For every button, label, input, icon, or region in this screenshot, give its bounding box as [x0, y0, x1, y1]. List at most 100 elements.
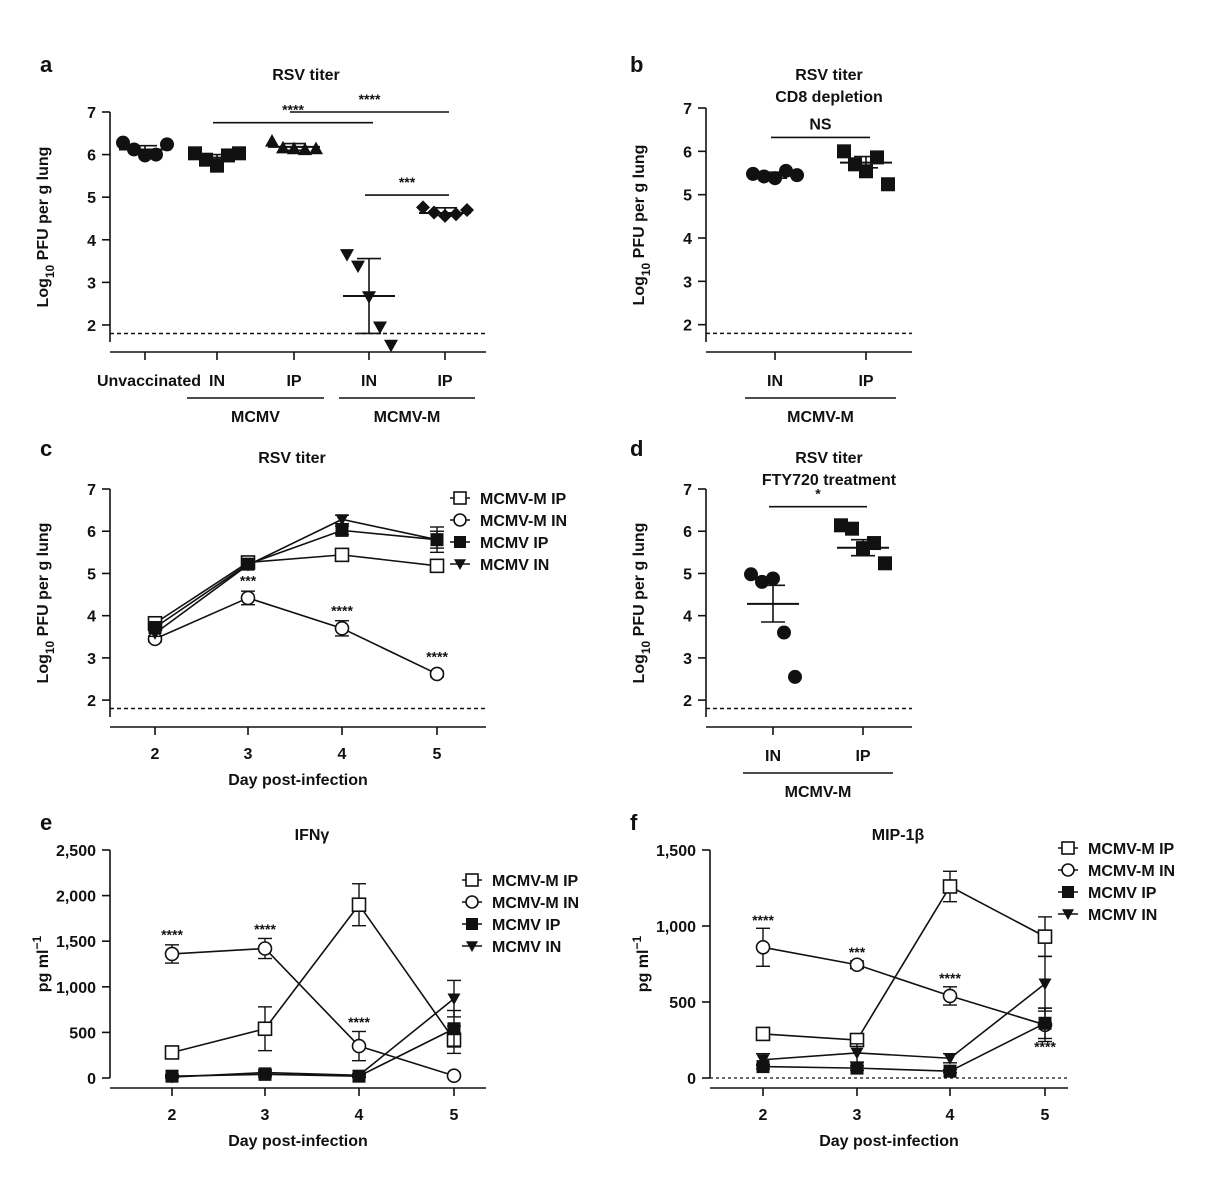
x-category-label: IP — [858, 373, 873, 390]
data-point — [850, 1047, 864, 1060]
x-tick-label: 4 — [355, 1107, 364, 1124]
panel-b: b RSV titer CD8 depletion 2 3 4 5 6 7 Log10 PFU p… — [630, 52, 912, 426]
y-tick-label: 3 — [87, 651, 96, 668]
chart-title: RSV titer — [258, 450, 326, 467]
data-point — [744, 567, 758, 582]
series-line — [171, 998, 455, 1078]
y-tick-label: 2 — [87, 693, 96, 710]
panel-letter: c — [40, 436, 52, 461]
series-line — [762, 1022, 1046, 1072]
x-tick-label: 2 — [151, 746, 160, 763]
panel-letter: f — [630, 810, 638, 835]
legend-marker — [454, 559, 466, 570]
y-label-sup: −1 — [30, 936, 44, 950]
data-point — [1037, 929, 1053, 944]
legend-label: MCMV-M IN — [492, 895, 579, 912]
legend-marker — [465, 895, 479, 909]
data-point — [447, 993, 461, 1006]
series-line — [154, 529, 438, 629]
y-label-main: Log — [631, 276, 648, 305]
significance-label: **** — [426, 648, 448, 664]
data-point — [942, 879, 958, 894]
y-label-sub: 10 — [43, 640, 57, 654]
group-label: MCMV-M — [787, 409, 854, 426]
data-point — [755, 1026, 771, 1042]
y-tick-label: 6 — [87, 524, 96, 541]
legend-marker — [1062, 886, 1074, 898]
panel-f: f MIP-1β 0 500 1,000 1,500 pg ml−1 2 3 4 5 Day post… — [630, 810, 1175, 1150]
data-point — [942, 988, 958, 1004]
data-point — [850, 1061, 864, 1075]
x-category-label: IN — [765, 748, 781, 765]
significance-label: *** — [849, 944, 866, 960]
significance-label: *** — [399, 174, 416, 190]
data-point — [257, 941, 273, 956]
x-category-label: IP — [286, 373, 301, 390]
x-category-label: IN — [209, 373, 225, 390]
data-point — [149, 147, 163, 162]
data-point — [116, 135, 130, 150]
chart-title: MIP-1β — [872, 827, 925, 844]
data-point — [756, 1060, 770, 1074]
x-tick-label: 4 — [338, 746, 347, 763]
legend-marker — [466, 941, 478, 952]
significance-label: **** — [1034, 1038, 1056, 1054]
y-tick-label: 5 — [87, 190, 96, 207]
y-axis-label: pg ml−1 — [30, 936, 52, 993]
x-axis-label: Day post-infection — [819, 1133, 959, 1150]
y-tick-label: 5 — [87, 566, 96, 583]
x-category-label: IP — [437, 373, 452, 390]
group-label: MCMV-M — [374, 409, 441, 426]
y-axis-label: Log10 PFU per g lung — [35, 147, 57, 308]
y-tick-label: 2,000 — [56, 889, 96, 906]
y-tick-label: 7 — [87, 482, 96, 499]
data-point — [384, 339, 398, 353]
data-point — [351, 1038, 367, 1054]
series-line — [154, 554, 438, 624]
x-tick-label: 3 — [853, 1107, 862, 1124]
group-label: MCMV-M — [785, 784, 852, 801]
series-line — [171, 1028, 455, 1077]
x-category-label: Unvaccinated — [97, 373, 201, 390]
panel-letter: d — [630, 436, 643, 461]
y-tick-label: 4 — [87, 609, 96, 626]
y-tick-label: 2,500 — [56, 843, 96, 860]
chart-title: RSV titer — [795, 450, 863, 467]
significance-label: **** — [348, 1014, 370, 1030]
panel-letter: e — [40, 810, 52, 835]
data-point — [352, 1070, 366, 1082]
panel-a: a RSV titer 2 3 4 5 6 7 Log10 PFU per g lung Unva… — [35, 52, 486, 426]
y-label-sub: 10 — [639, 640, 653, 654]
x-axis-label: Day post-infection — [228, 1133, 368, 1150]
data-point — [1038, 1016, 1052, 1030]
y-axis-label: pg ml−1 — [630, 936, 652, 993]
data-point — [779, 163, 793, 178]
data-point — [334, 621, 350, 636]
data-point — [849, 957, 865, 973]
y-axis-label: Log10 PFU per g lung — [631, 523, 653, 684]
y-label-sub: 10 — [639, 262, 653, 276]
data-point — [164, 946, 180, 962]
y-label-rest: PFU per g lung — [35, 147, 52, 265]
x-axis-label: Day post-infection — [228, 772, 368, 789]
data-point — [257, 1021, 273, 1037]
series-line — [171, 903, 455, 1054]
data-point — [429, 558, 445, 574]
data-point — [834, 518, 848, 533]
data-point — [335, 523, 349, 537]
data-point — [837, 144, 851, 159]
y-tick-label: 500 — [69, 1025, 96, 1042]
y-tick-label: 1,000 — [56, 980, 96, 997]
legend-label: MCMV IN — [1088, 907, 1157, 924]
data-point — [878, 556, 892, 571]
x-category-label: IN — [767, 373, 783, 390]
legend-marker — [454, 536, 466, 548]
legend-marker — [453, 513, 467, 527]
data-point — [755, 939, 771, 955]
significance-label: **** — [939, 970, 961, 986]
data-point — [334, 547, 350, 563]
legend-label: MCMV IP — [492, 917, 561, 934]
y-tick-label: 4 — [683, 231, 692, 248]
y-label-sup: −1 — [630, 936, 644, 950]
y-tick-label: 0 — [687, 1071, 696, 1088]
